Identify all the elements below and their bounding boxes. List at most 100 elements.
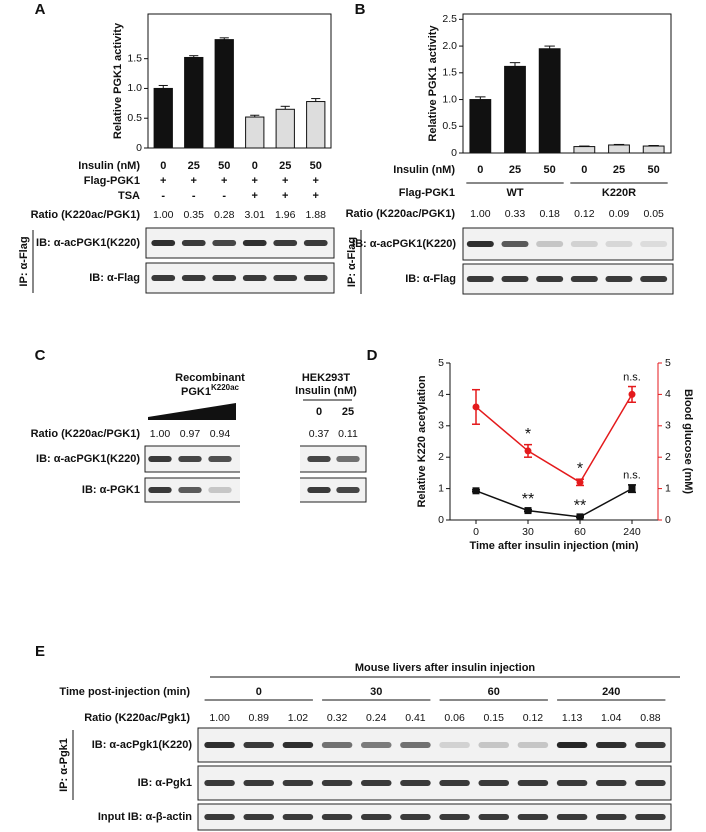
ratio-label: Ratio (K220ac/PGK1) (31, 428, 141, 440)
ratio-value: 0.15 (484, 712, 505, 724)
blot-label: IB: α-Pgk1 (138, 777, 192, 789)
blot-label: IB: α-Flag (89, 272, 140, 284)
y-tick-label: 3 (438, 420, 444, 432)
x-tick-label: 30 (522, 526, 534, 538)
ratio-value: 1.00 (470, 208, 491, 220)
row-label: Flag-PGK1 (399, 187, 455, 199)
ratio-value: 0.09 (609, 208, 630, 220)
panel-label: A (35, 1, 46, 18)
band (151, 240, 176, 246)
row-cell: 0 (581, 164, 587, 176)
y-tick-label: 2.5 (442, 13, 457, 25)
band (307, 487, 331, 493)
panel-label: E (35, 643, 45, 660)
band (478, 780, 510, 786)
blot (197, 727, 672, 763)
band (208, 456, 232, 462)
ratio-value: 0.35 (184, 209, 205, 221)
band (242, 240, 267, 246)
band (605, 241, 633, 247)
blot-label: Input IB: α-β-actin (98, 811, 192, 823)
blot (462, 227, 674, 261)
y-tick-label: 1.5 (442, 67, 457, 79)
ratio-value: 1.00 (209, 712, 230, 724)
ratio-value: 0.89 (249, 712, 270, 724)
y-axis-label: Relative K220 acetylation (416, 375, 428, 507)
ratio-value: 3.01 (245, 209, 266, 221)
band (605, 276, 633, 282)
point (576, 513, 584, 521)
band (243, 814, 275, 820)
row-cell: 50 (648, 164, 660, 176)
y-tick-label: 0 (136, 142, 142, 154)
panel-label: C (35, 347, 46, 364)
band (536, 241, 564, 247)
plot-frame (462, 13, 672, 154)
band (517, 780, 549, 786)
y-axis-label: Relative PGK1 activity (427, 25, 439, 142)
band (148, 456, 172, 462)
ratio-value: 0.41 (405, 712, 426, 724)
ratio-value: 1.96 (275, 209, 296, 221)
y-tick-label: 2.0 (442, 40, 457, 52)
row-label: TSA (118, 190, 140, 202)
band (570, 276, 598, 282)
bar (275, 108, 295, 149)
y2-tick-label: 0 (665, 514, 671, 526)
panel-label: B (355, 1, 366, 18)
band (517, 814, 549, 820)
band (181, 240, 206, 246)
ratio-value: 0.12 (523, 712, 544, 724)
band (242, 275, 267, 281)
blot (462, 263, 674, 295)
ratio-value: 1.00 (153, 209, 174, 221)
ratio-value: 0.94 (210, 428, 231, 440)
row-cell: + (160, 175, 166, 187)
row-label: Insulin (nM) (393, 164, 455, 176)
row-cell: + (252, 175, 258, 187)
ratio-value: 1.02 (288, 712, 309, 724)
band (181, 275, 206, 281)
y2-tick-label: 5 (665, 357, 671, 369)
group-label: 240 (602, 686, 620, 698)
ratio-value: 0.06 (444, 712, 465, 724)
blot (145, 262, 335, 294)
band (273, 275, 298, 281)
band (556, 780, 588, 786)
row-cell: + (191, 175, 197, 187)
y-tick-label: 1 (438, 482, 444, 494)
row-cell: + (282, 190, 288, 202)
band (273, 240, 298, 246)
y-tick-label: 0.5 (127, 112, 142, 124)
y-axis-label: Relative PGK1 activity (112, 22, 124, 139)
point (576, 478, 584, 486)
significance: ** (574, 497, 586, 514)
row-cell: 25 (509, 164, 521, 176)
band (439, 742, 470, 748)
band (501, 276, 529, 282)
y2-tick-label: 4 (665, 388, 671, 400)
band (336, 487, 360, 493)
band (321, 742, 353, 748)
panel-label: D (367, 347, 378, 364)
y2-tick-label: 1 (665, 482, 671, 494)
band (307, 456, 331, 462)
ratio-label: Ratio (K220ac/PGK1) (31, 209, 141, 221)
significance: ** (522, 491, 534, 508)
row-cell: 0 (477, 164, 483, 176)
point (472, 403, 480, 411)
band (303, 275, 328, 281)
band (360, 742, 392, 748)
row-label: Flag-PGK1 (84, 175, 140, 187)
bar (538, 48, 561, 154)
row-cell: + (221, 175, 227, 187)
ratio-value: 0.33 (505, 208, 526, 220)
cell-header: HEK293T (302, 372, 351, 384)
ratio-value: 0.88 (640, 712, 661, 724)
y-tick-label: 4 (438, 388, 444, 400)
ip-label: IP: α-Flag (346, 237, 358, 287)
blot (145, 227, 335, 259)
row-cell: - (222, 190, 226, 202)
y-tick-label: 0 (438, 514, 444, 526)
significance: * (525, 426, 531, 443)
